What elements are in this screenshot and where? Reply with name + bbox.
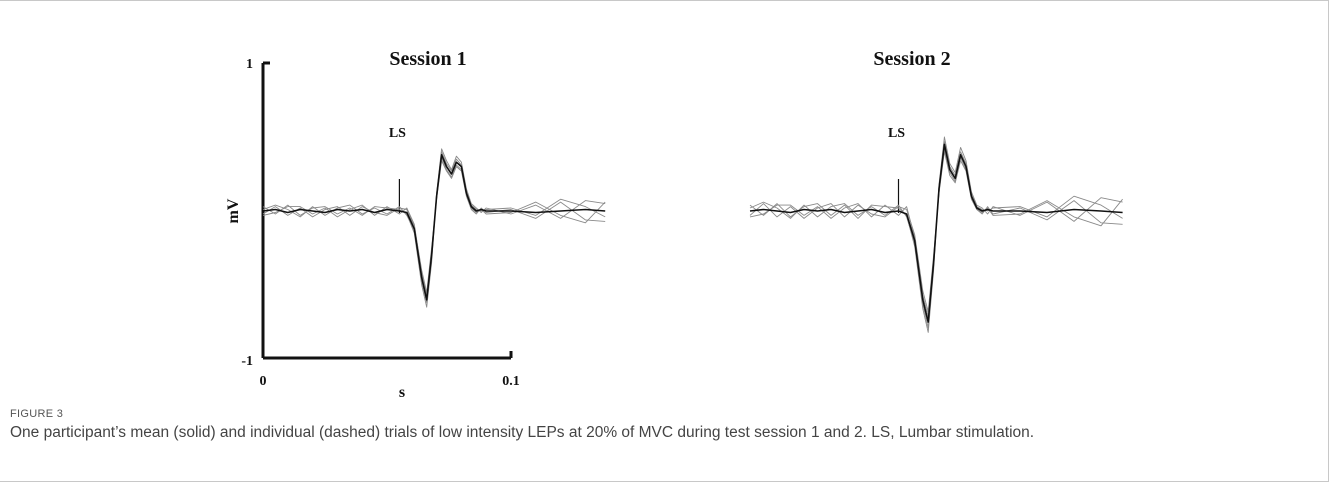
mean-trace bbox=[262, 154, 606, 301]
y-tick-label: 1 bbox=[246, 57, 253, 72]
figure-caption: One participant’s mean (solid) and indiv… bbox=[10, 424, 1035, 441]
chart-title: Session 1 bbox=[389, 48, 466, 70]
ls-annotation-label: LS bbox=[389, 126, 406, 141]
individual-trial-trace bbox=[262, 148, 606, 308]
x-tick-label: 0 bbox=[260, 374, 267, 389]
y-axis-label: mV bbox=[225, 198, 242, 223]
x-tick-label: 0.1 bbox=[502, 374, 520, 389]
panel-session-1: Session 1 1 -1 0 0.1 s mV LS bbox=[225, 48, 606, 401]
figure-plot: Session 1 1 -1 0 0.1 s mV LS Session 2 LS bbox=[225, 48, 1123, 401]
chart-title: Session 2 bbox=[873, 48, 950, 70]
mean-trace bbox=[749, 143, 1123, 323]
figure-label: FIGURE 3 bbox=[10, 408, 64, 420]
x-axis-label: s bbox=[399, 384, 405, 401]
panel-session-2: Session 2 LS bbox=[749, 48, 1123, 333]
y-tick-label: -1 bbox=[241, 354, 253, 369]
ls-annotation-label: LS bbox=[888, 126, 905, 141]
